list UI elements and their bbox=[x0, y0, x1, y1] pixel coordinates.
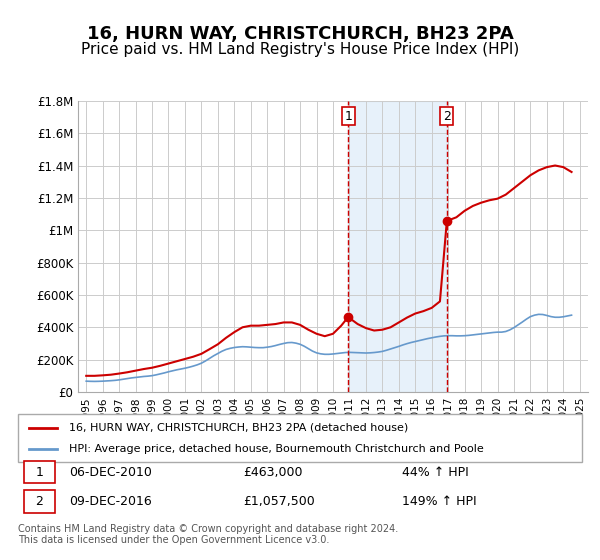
Text: 16, HURN WAY, CHRISTCHURCH, BH23 2PA: 16, HURN WAY, CHRISTCHURCH, BH23 2PA bbox=[86, 25, 514, 43]
Text: 16, HURN WAY, CHRISTCHURCH, BH23 2PA (detached house): 16, HURN WAY, CHRISTCHURCH, BH23 2PA (de… bbox=[69, 423, 408, 433]
FancyBboxPatch shape bbox=[23, 461, 55, 483]
Text: 1: 1 bbox=[35, 465, 43, 479]
Text: 06-DEC-2010: 06-DEC-2010 bbox=[69, 465, 152, 479]
Text: 2: 2 bbox=[35, 495, 43, 508]
Text: 44% ↑ HPI: 44% ↑ HPI bbox=[401, 465, 468, 479]
Text: £463,000: £463,000 bbox=[244, 465, 303, 479]
Text: HPI: Average price, detached house, Bournemouth Christchurch and Poole: HPI: Average price, detached house, Bour… bbox=[69, 444, 484, 454]
Text: 09-DEC-2016: 09-DEC-2016 bbox=[69, 495, 152, 508]
Text: Contains HM Land Registry data © Crown copyright and database right 2024.
This d: Contains HM Land Registry data © Crown c… bbox=[18, 524, 398, 545]
FancyBboxPatch shape bbox=[18, 414, 582, 462]
Text: Price paid vs. HM Land Registry's House Price Index (HPI): Price paid vs. HM Land Registry's House … bbox=[81, 42, 519, 57]
Text: £1,057,500: £1,057,500 bbox=[244, 495, 316, 508]
Text: 1: 1 bbox=[344, 110, 352, 123]
FancyBboxPatch shape bbox=[23, 491, 55, 513]
Text: 2: 2 bbox=[443, 110, 451, 123]
Text: 149% ↑ HPI: 149% ↑ HPI bbox=[401, 495, 476, 508]
Bar bbox=[348, 101, 447, 392]
